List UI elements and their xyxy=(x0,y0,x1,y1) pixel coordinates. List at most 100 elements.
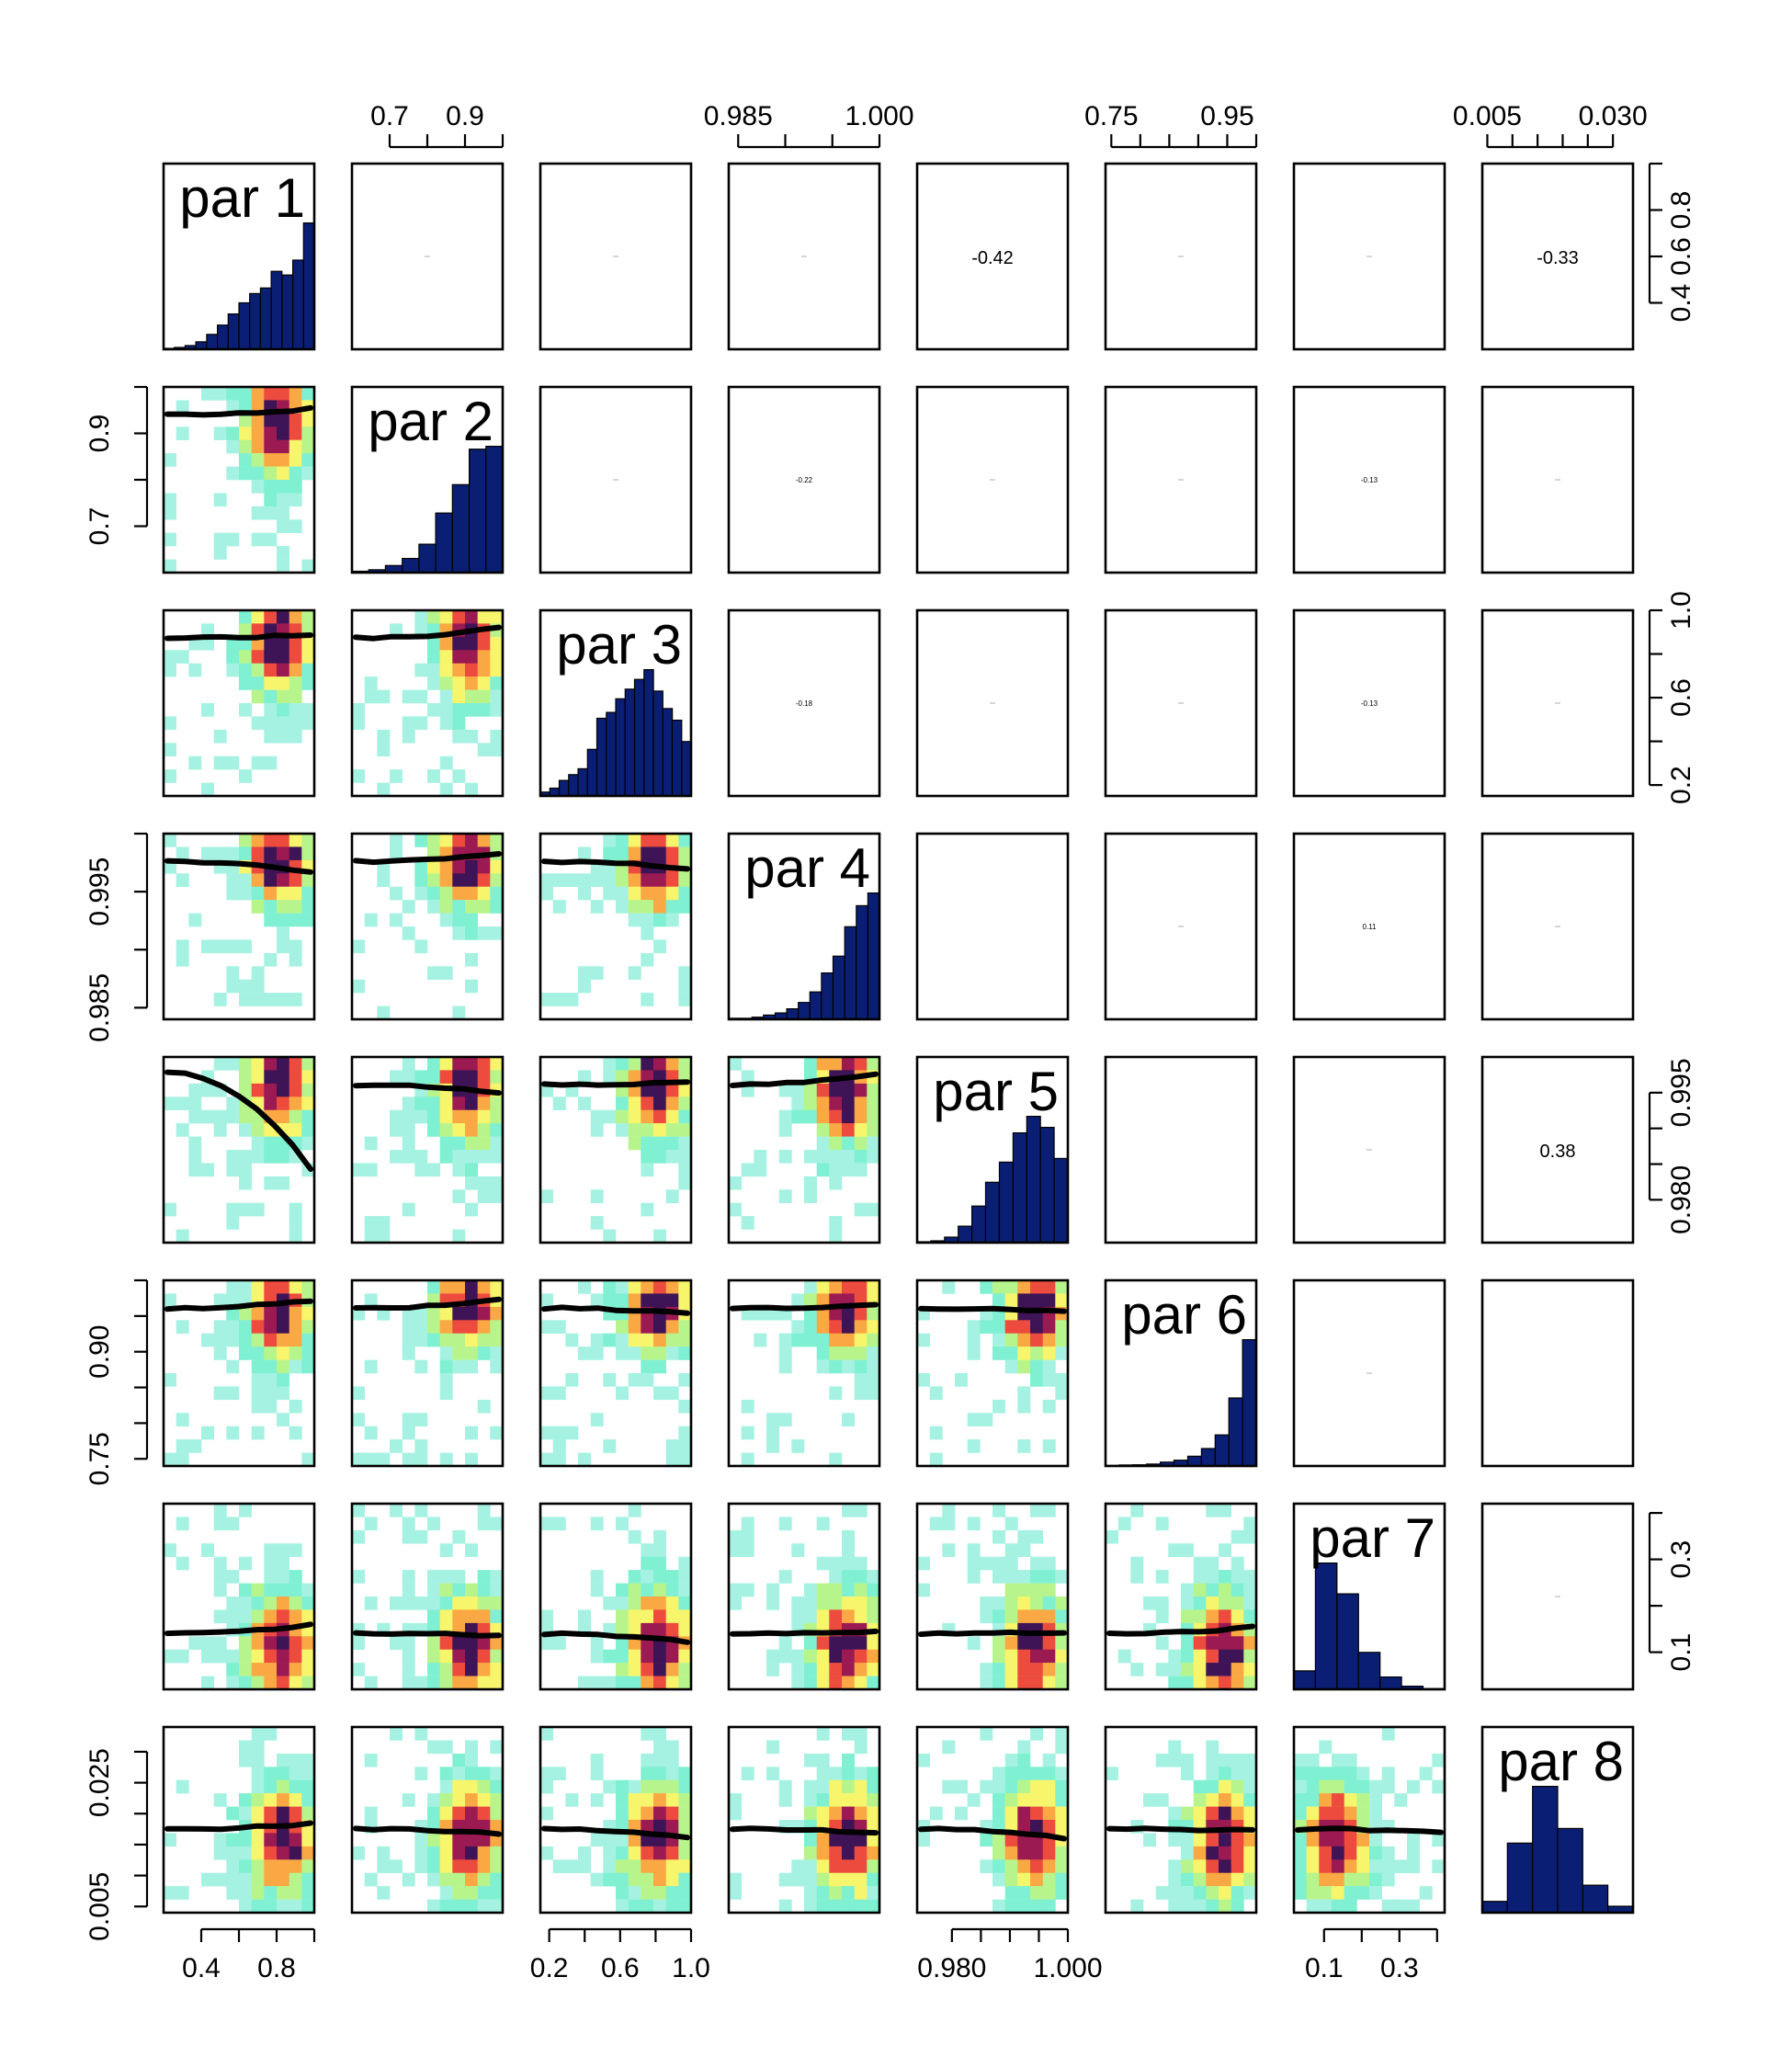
heatmap-cell xyxy=(1306,1806,1320,1821)
heatmap-cell xyxy=(628,900,641,914)
heatmap-cell xyxy=(301,559,315,574)
heatmap xyxy=(540,1057,692,1244)
heatmap-cell xyxy=(942,1280,956,1294)
heatmap-cell xyxy=(1231,1570,1244,1584)
heatmap-cell xyxy=(816,1779,830,1794)
heatmap-cell xyxy=(992,1556,1005,1571)
heatmap-cell xyxy=(729,1176,742,1190)
heatmap-cell xyxy=(804,1793,817,1807)
heatmap-cell xyxy=(439,1899,453,1914)
heatmap-cell xyxy=(565,873,579,887)
heatmap-cell xyxy=(239,426,252,440)
heatmap-cell xyxy=(465,1176,478,1190)
heatmap-cell xyxy=(829,1649,843,1664)
heatmap-cell xyxy=(1432,1833,1446,1847)
heatmap-cell xyxy=(603,1779,617,1794)
heatmap-cell xyxy=(665,1753,679,1767)
heatmap-cell xyxy=(578,1846,591,1860)
panel-frame xyxy=(1480,385,1635,574)
heatmap-cell xyxy=(414,1320,428,1334)
heatmap-cell xyxy=(452,769,466,783)
heatmap-cell xyxy=(264,716,278,731)
heatmap-cell xyxy=(641,1293,654,1308)
heatmap-cell xyxy=(277,453,289,467)
heatmap-cell xyxy=(678,886,692,901)
heatmap-cell xyxy=(1243,1833,1257,1847)
heatmap-cell xyxy=(226,1333,240,1347)
heatmap-cell xyxy=(402,1452,415,1467)
heatmap-cell xyxy=(641,1846,654,1860)
heatmap-cell xyxy=(641,1359,654,1374)
heatmap-cell xyxy=(213,1609,227,1624)
heatmap-cell xyxy=(1344,1779,1357,1794)
heatmap-cell xyxy=(641,1346,654,1360)
heatmap-cell xyxy=(665,1096,679,1110)
heatmap-cell xyxy=(239,1846,252,1860)
heatmap-cell xyxy=(477,1333,491,1347)
heatmap-cell xyxy=(427,966,440,980)
heatmap-cell xyxy=(452,1846,466,1860)
heatmap-cell xyxy=(1219,1859,1231,1873)
heatmap-cell xyxy=(778,1649,792,1664)
panel-frame xyxy=(1292,1278,1446,1468)
heatmap-cell xyxy=(301,1806,315,1821)
heatmap xyxy=(540,1727,692,1914)
heatmap-cell xyxy=(1030,1320,1043,1334)
histogram-bar xyxy=(1293,1670,1316,1690)
heatmap-cell xyxy=(1017,1570,1031,1584)
heatmap-cell xyxy=(1344,1899,1357,1914)
heatmap-cell xyxy=(778,1570,792,1584)
heatmap-cell xyxy=(653,1649,666,1664)
heatmap-cell xyxy=(766,1583,779,1597)
trend-line xyxy=(164,1621,313,1637)
bottom-axis-par5: 0.980 1.000 xyxy=(917,1927,1103,1983)
heatmap-cell xyxy=(264,1859,278,1873)
heatmap-cell xyxy=(427,1583,440,1597)
heatmap-cell xyxy=(778,1779,792,1794)
histogram xyxy=(1293,1562,1446,1690)
panel-frame xyxy=(727,832,881,1021)
heatmap-cell xyxy=(665,1676,679,1690)
heatmap-cell xyxy=(239,1070,252,1085)
histogram-bar xyxy=(652,690,663,797)
heatmap-cell xyxy=(1356,1872,1370,1887)
heatmap-cell xyxy=(452,1859,466,1873)
heatmap-cell xyxy=(565,993,579,1006)
panel-r4-c3 xyxy=(539,832,693,1021)
heatmap-cell xyxy=(1042,1820,1056,1834)
heatmap-cell xyxy=(402,1676,415,1690)
panel-r2-c4: -0.22 xyxy=(727,385,881,574)
heatmap xyxy=(540,834,692,1006)
heatmap-cell xyxy=(1319,1846,1333,1860)
heatmap-cell xyxy=(427,1517,440,1531)
heatmap-cell xyxy=(816,1096,830,1110)
heatmap-cell xyxy=(653,1096,666,1110)
heatmap-cell xyxy=(967,1413,981,1426)
heatmap-cell xyxy=(477,1096,491,1110)
heatmap-cell xyxy=(213,1320,227,1334)
heatmap-cell xyxy=(402,1517,415,1531)
heatmap-cell xyxy=(1055,1346,1069,1360)
heatmap-cell xyxy=(239,873,252,887)
heatmap-cell xyxy=(992,1676,1005,1690)
heatmap-cell xyxy=(1206,1740,1219,1755)
heatmap-cell xyxy=(277,1346,289,1360)
heatmap xyxy=(729,1504,880,1690)
heatmap-cell xyxy=(992,1767,1005,1780)
heatmap-cell xyxy=(678,1333,692,1347)
heatmap-cell xyxy=(992,1649,1005,1664)
heatmap-cell xyxy=(1004,1596,1018,1610)
heatmap-cell xyxy=(967,1793,981,1807)
heatmap-cell xyxy=(490,1859,504,1873)
heatmap-cell xyxy=(427,1793,440,1807)
heatmap-cell xyxy=(653,1767,666,1780)
heatmap-cell xyxy=(213,1872,227,1887)
heatmap-cell xyxy=(239,610,252,624)
heatmap-cell xyxy=(590,1189,604,1203)
heatmap-cell xyxy=(477,1899,491,1914)
heatmap-cell xyxy=(590,1413,604,1426)
heatmap-cell xyxy=(1030,1899,1043,1914)
heatmap-cell xyxy=(641,1676,654,1690)
heatmap-cell xyxy=(829,1136,843,1151)
heatmap-cell xyxy=(1004,1806,1018,1821)
